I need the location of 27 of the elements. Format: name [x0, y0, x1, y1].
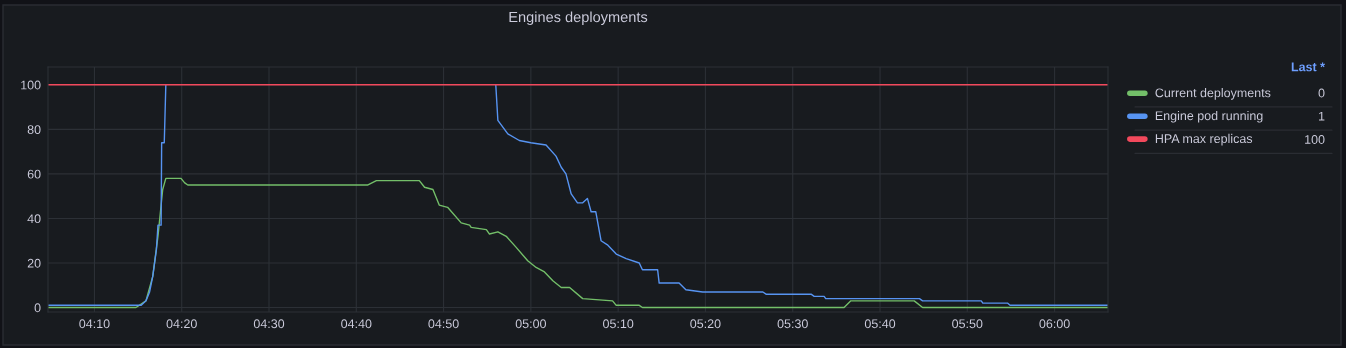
y-tick-label: 100	[21, 80, 41, 90]
x-tick-label: 05:30	[777, 319, 808, 329]
x-tick-label: 04:20	[166, 319, 197, 329]
y-tick-label: 20	[27, 258, 41, 268]
y-tick-label: 60	[27, 169, 41, 179]
text: 100	[1305, 135, 1325, 144]
x-tick-label: 04:50	[428, 319, 459, 329]
legend-label: HPA max replicas	[1155, 133, 1253, 146]
text: 0	[1318, 88, 1325, 98]
legend-label: Engine pod running	[1155, 110, 1263, 123]
x-tick-label: 05:20	[690, 319, 721, 329]
x-tick-label: 04:30	[253, 319, 285, 329]
legend-label: Current deployments	[1155, 88, 1271, 100]
text: 1	[1319, 111, 1325, 121]
x-tick-label: 05:50	[952, 319, 983, 329]
x-tick-label: 04:10	[79, 319, 110, 329]
x-tick-label: 04:40	[341, 319, 372, 329]
chart-title: Engines deployments	[509, 11, 648, 26]
x-tick-label: 05:10	[603, 319, 634, 329]
y-tick-label: 0	[34, 303, 41, 313]
x-tick-label: 05:00	[515, 319, 547, 329]
x-tick-label: 06:00	[1039, 319, 1070, 329]
y-tick-label: 80	[27, 125, 41, 135]
y-tick-label: 40	[27, 214, 41, 224]
x-tick-label: 05:40	[864, 319, 896, 329]
legend-title: Last *	[1291, 62, 1325, 72]
line-series	[48, 177, 1108, 309]
